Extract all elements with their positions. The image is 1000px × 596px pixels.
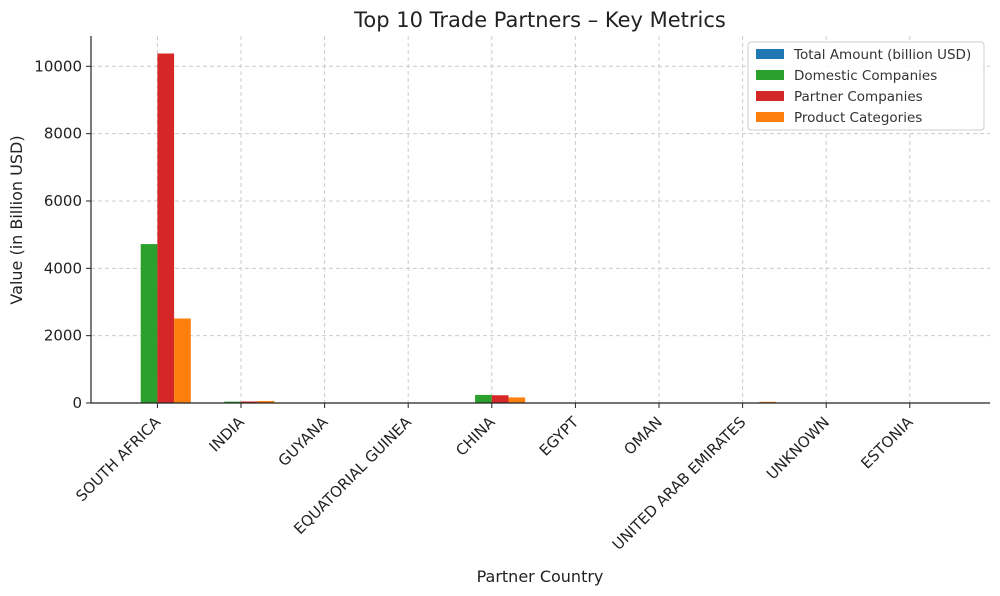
legend-label: Total Amount (billion USD) (793, 47, 971, 63)
bar (174, 318, 191, 403)
x-tick-label: GUYANA (275, 413, 332, 470)
bar (508, 397, 526, 403)
x-tick-label: OMAN (620, 413, 665, 458)
legend-swatch (756, 49, 784, 59)
legend-label: Domestic Companies (794, 68, 937, 84)
y-tick-label: 4000 (44, 259, 82, 277)
bar (475, 394, 492, 403)
y-tick-label: 6000 (44, 192, 82, 210)
chart-title: Top 10 Trade Partners – Key Metrics (353, 8, 726, 32)
bar (257, 400, 275, 403)
y-tick-label: 0 (72, 394, 82, 412)
x-tick-label: UNITED ARAB EMIRATES (609, 413, 750, 554)
bar (157, 53, 175, 404)
legend: Total Amount (billion USD) Domestic Compa… (747, 41, 985, 131)
legend-box (747, 41, 985, 131)
y-tick-label: 10000 (34, 57, 82, 75)
bar (224, 401, 241, 403)
bar (241, 401, 258, 403)
legend-swatch (756, 70, 784, 80)
y-tick-label: 8000 (44, 125, 82, 143)
legend-label: Partner Companies (794, 89, 923, 105)
legend-label: Product Categories (794, 110, 922, 126)
bars (124, 53, 944, 404)
x-tick-label: EGYPT (536, 413, 583, 460)
y-tick-label: 2000 (44, 327, 82, 345)
y-axis-label: Value (in Billion USD) (7, 135, 26, 304)
x-tick-label: UNKNOWN (763, 413, 833, 483)
x-tick-label: CHINA (452, 413, 499, 460)
x-tick-label: SOUTH AFRICA (72, 413, 164, 505)
bar (140, 244, 158, 403)
y-ticks: 0 2000 4000 6000 8000 10000 (34, 57, 91, 412)
x-axis-label: Partner Country (477, 567, 604, 586)
x-tick-label: INDIA (205, 413, 248, 456)
legend-swatch (756, 112, 784, 122)
bar (491, 395, 509, 403)
x-tick-label: ESTONIA (857, 413, 917, 473)
legend-swatch (756, 91, 784, 101)
